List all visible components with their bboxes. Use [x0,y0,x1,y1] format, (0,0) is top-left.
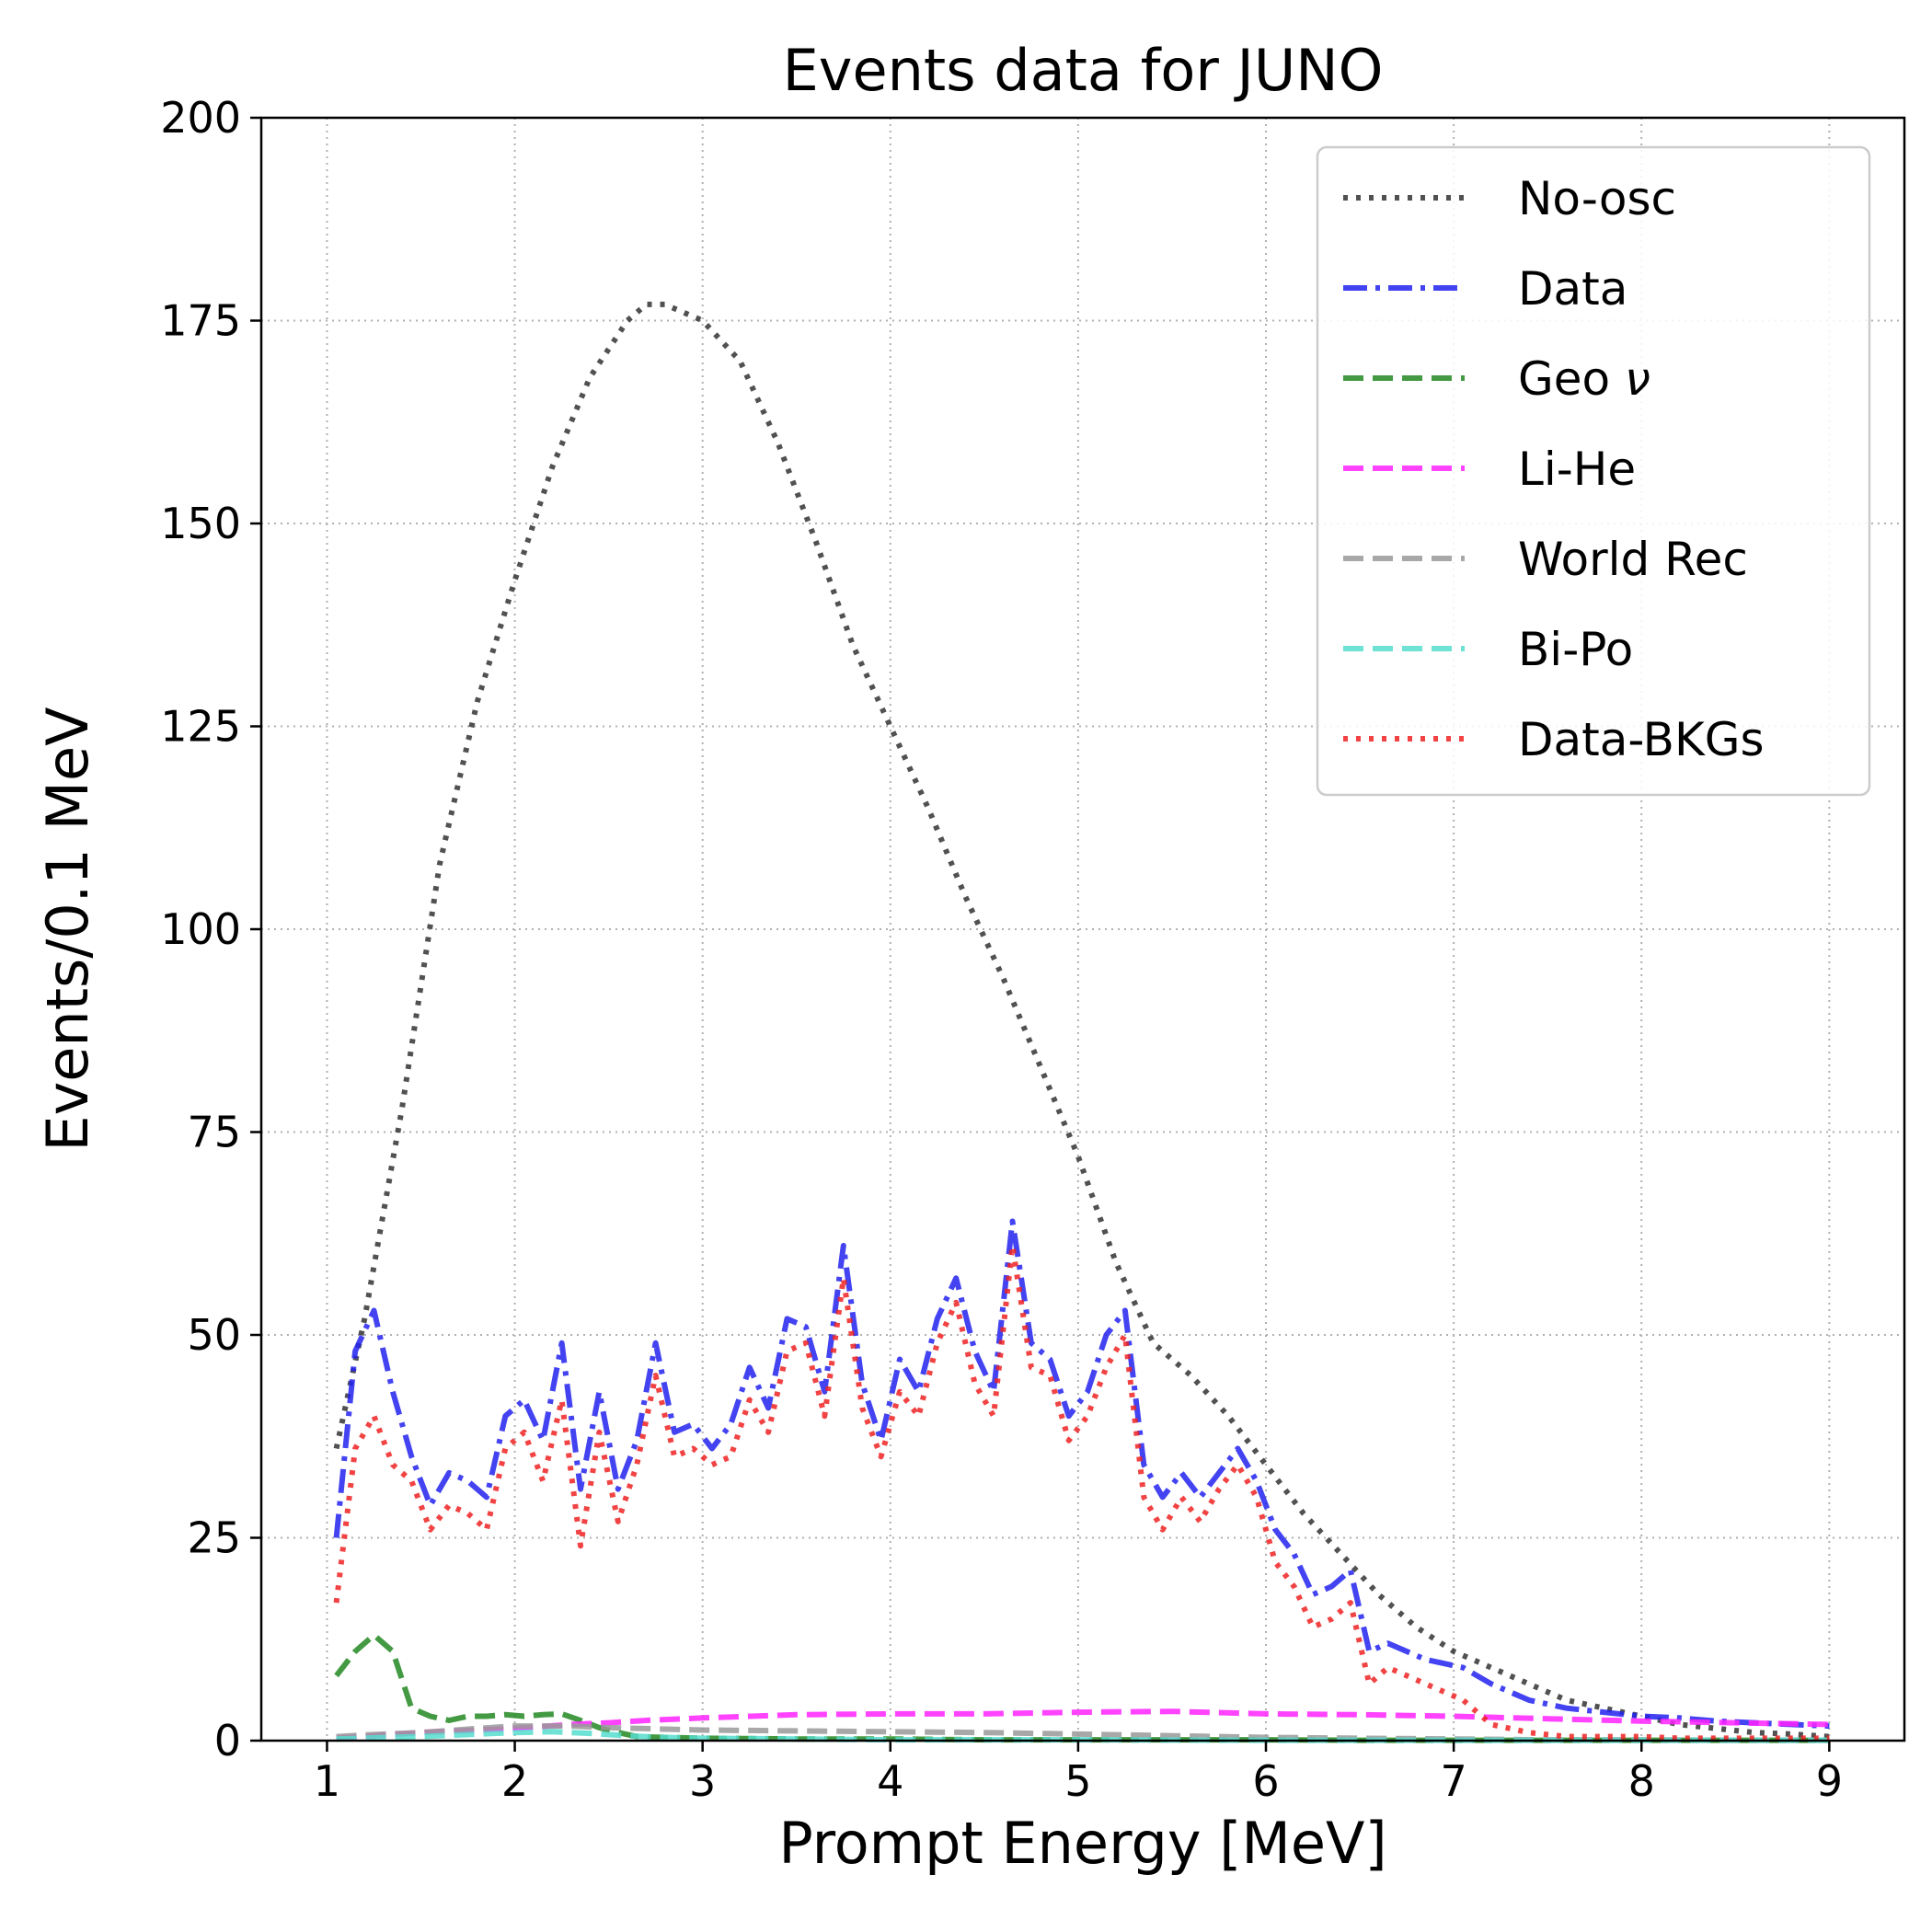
y-tick-label: 175 [160,296,241,346]
x-axis-title: Prompt Energy [MeV] [778,1810,1386,1877]
legend-label-part: Data [1518,262,1627,316]
axis-ticks: 1 2 3 4 5 6 7 8 9 0 25 50 75 100 125 150 175 200 [160,93,1843,1806]
legend-label-part: Geo [1518,352,1625,406]
x-tick-label: 8 [1628,1756,1655,1806]
x-tick-label: 7 [1440,1756,1466,1806]
y-axis-title: Events/0.1 MeV [34,707,101,1151]
legend-label-5: Bi-Po [1518,623,1633,676]
series-line-0 [333,301,1830,1740]
legend-label-part: Data-BKGs [1518,713,1765,766]
x-tick-label: 3 [689,1756,716,1806]
x-tick-label: 9 [1816,1756,1843,1806]
series-line-6 [333,1243,1830,1742]
y-tick-label: 25 [187,1513,241,1563]
y-tick-label: 200 [160,93,241,143]
legend-label-3: Li-He [1518,443,1636,496]
y-tick-label: 125 [160,702,241,752]
series-line-1 [333,1218,1830,1730]
chart-title: Events data for JUNO [783,37,1384,104]
x-tick-label: 4 [877,1756,903,1806]
y-tick-label: 100 [160,904,241,954]
legend-label-part: ν [1625,352,1650,406]
legend-label-1: Data [1518,262,1627,316]
series-line-3 [336,1708,1830,1742]
legend-label-part: No-osc [1518,172,1676,225]
legend: No-osc Data Geo ν Li-He World Rec Bi-Po Data-B… [1316,145,1871,797]
legend-label-2: Geo ν [1518,352,1650,406]
legend-box [1316,145,1871,797]
legend-label-4: World Rec [1518,533,1748,586]
legend-label-0: No-osc [1518,172,1676,225]
y-tick-label: 150 [160,499,241,548]
legend-label-part: Li-He [1518,443,1636,496]
x-tick-label: 5 [1064,1756,1091,1806]
y-tick-label: 50 [187,1310,241,1360]
x-tick-label: 1 [314,1756,340,1806]
y-tick-label: 75 [187,1108,241,1157]
series-line-5 [336,1729,1830,1743]
legend-label-6: Data-BKGs [1518,713,1765,766]
x-tick-label: 2 [501,1756,528,1806]
legend-label-part: World Rec [1518,533,1748,586]
legend-label-part: Bi-Po [1518,623,1633,676]
y-tick-label: 0 [214,1716,241,1765]
x-tick-label: 6 [1252,1756,1279,1806]
